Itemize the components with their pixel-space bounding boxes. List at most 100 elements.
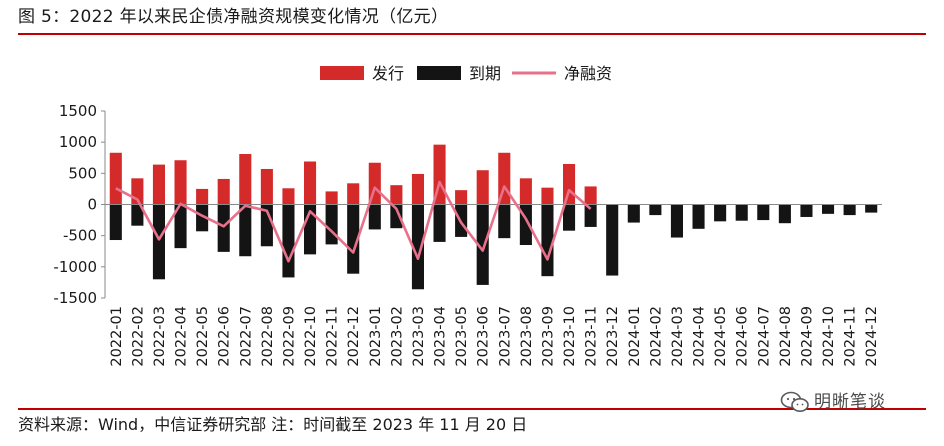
maturity-bar (562, 204, 576, 231)
y-tick-label: 1500 (59, 102, 97, 120)
x-tick-label: 2022-06 (217, 306, 233, 367)
legend: 发行 到期 净融资 (320, 64, 612, 83)
legend-label-maturity: 到期 (469, 64, 501, 83)
title-rule (18, 33, 926, 35)
maturity-bar (239, 204, 252, 257)
x-tick-label: 2024-11 (843, 306, 859, 367)
y-tick-label: 500 (68, 164, 97, 182)
maturity-bar (865, 204, 878, 213)
maturity-bar (411, 204, 425, 290)
x-tick-label: 2022-11 (325, 306, 341, 367)
issuance-bar (239, 154, 252, 205)
issuance-bar (390, 185, 403, 205)
maturity-bar (649, 204, 662, 216)
x-tick-label: 2024-09 (799, 306, 815, 367)
y-tick-label: 1000 (59, 133, 97, 151)
maturity-bar (735, 204, 748, 221)
maturity-bar (476, 204, 489, 285)
x-tick-label: 2023-02 (389, 306, 405, 367)
legend-swatch-issuance (320, 66, 364, 80)
maturity-bar (347, 204, 360, 274)
maturity-bar (627, 204, 640, 223)
x-tick-label: 2024-06 (735, 306, 751, 367)
issuance-bar (562, 163, 576, 205)
x-tick-label: 2024-03 (670, 306, 686, 367)
watermark: 明晰笔谈 (780, 388, 926, 418)
maturity-bar (390, 204, 403, 229)
x-tick-label: 2022-12 (346, 306, 362, 367)
x-tick-label: 2022-07 (238, 306, 254, 367)
maturity-bar (757, 204, 770, 221)
x-tick-label: 2024-10 (821, 306, 837, 367)
footer-rule (18, 408, 926, 410)
x-tick-label: 2023-06 (476, 306, 492, 367)
issuance-bar (325, 191, 338, 205)
bars (105, 144, 882, 290)
x-tick-label: 2023-04 (433, 306, 449, 367)
maturity-bar (498, 204, 511, 239)
x-tick-label: 2022-08 (260, 306, 276, 367)
issuance-bar (196, 188, 209, 205)
x-tick-label: 2024-02 (648, 306, 664, 367)
x-tick-label: 2022-04 (174, 306, 190, 367)
net-financing-series (115, 180, 592, 263)
maturity-bar (433, 204, 446, 242)
maturity-bar (821, 204, 835, 214)
x-tick-label: 2024-12 (864, 306, 880, 367)
x-tick-label: 2023-05 (454, 306, 470, 367)
maturity-bar (109, 204, 122, 241)
x-tick-label: 2024-01 (627, 306, 643, 367)
x-tick-label: 2022-01 (109, 306, 125, 367)
issuance-bar (476, 170, 489, 205)
figure-header: 图 5：2022 年以来民企债净融资规模变化情况（亿元） (18, 4, 926, 32)
issuance-bar (217, 178, 230, 205)
x-tick-label: 2022-10 (303, 306, 319, 367)
maturity-bar (152, 204, 166, 280)
y-tick-label: 0 (87, 196, 97, 214)
x-tick-label: 2023-01 (368, 306, 384, 367)
maturity-bar (325, 204, 338, 245)
maturity-bar (670, 204, 684, 238)
maturity-bar (584, 204, 597, 227)
maturity-bar (843, 204, 856, 216)
y-tick-label: -1500 (53, 289, 97, 307)
issuance-bar (584, 186, 597, 205)
issuance-bar (347, 183, 360, 205)
x-tick-label: 2024-08 (778, 306, 794, 367)
issuance-bar (411, 173, 425, 205)
issuance-bar (152, 164, 166, 205)
x-tick-label: 2024-07 (756, 306, 772, 367)
x-tick-label: 2022-09 (281, 306, 297, 367)
issuance-bar (303, 161, 317, 205)
maturity-bar (800, 204, 813, 217)
x-tick-label: 2023-12 (605, 306, 621, 367)
maturity-bar (131, 204, 144, 226)
maturity-bar (541, 204, 554, 277)
x-tick-label: 2024-04 (692, 306, 708, 367)
issuance-bar (260, 168, 273, 205)
x-tick-label: 2023-08 (519, 306, 535, 367)
maturity-bar (368, 204, 381, 230)
legend-label-issuance: 发行 (372, 64, 404, 83)
x-tick-label: 2022-02 (130, 306, 146, 367)
issuance-bar (109, 152, 122, 205)
source-note: 资料来源：Wind，中信证券研究部 注：时间截至 2023 年 11 月 20 … (18, 415, 528, 434)
y-tick-label: -1000 (53, 258, 97, 276)
maturity-bar (778, 204, 791, 224)
maturity-bar (217, 204, 230, 252)
y-tick-label: -500 (63, 227, 97, 245)
x-tick-label: 2023-07 (497, 306, 513, 367)
maturity-bar (692, 204, 705, 229)
y-axis: 1500 1000 500 0 -500 -1000 -1500 (53, 102, 106, 307)
x-tick-label: 2023-11 (584, 306, 600, 367)
issuance-bar (541, 187, 554, 205)
x-tick-label: 2023-09 (540, 306, 556, 367)
x-tick-label: 2022-03 (152, 306, 168, 367)
issuance-bar (282, 188, 295, 205)
issuance-bar (174, 160, 187, 205)
figure-title: 图 5：2022 年以来民企债净融资规模变化情况（亿元） (18, 7, 449, 27)
x-tick-label: 2023-03 (411, 306, 427, 367)
maturity-bar (606, 204, 619, 276)
x-axis-labels: 2022-01 2022-02 2022-03 2022-04 2022-05 2022-… (109, 306, 880, 367)
